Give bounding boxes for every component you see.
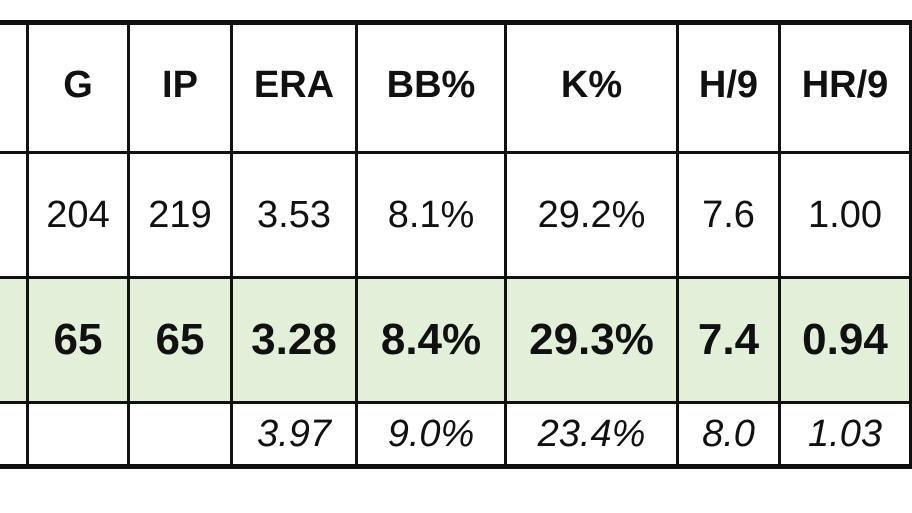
career-cell-h9: 7.6 xyxy=(676,151,781,279)
league-average-row: 3.97 9.0% 23.4% 8.0 1.03 xyxy=(0,401,912,469)
career-cell-bb-pct: 8.1% xyxy=(355,151,507,279)
season-cell-era: 3.28 xyxy=(230,276,358,404)
season-row: 65 65 3.28 8.4% 29.3% 7.4 0.94 xyxy=(0,276,912,404)
header-cell-k-pct: K% xyxy=(504,20,679,154)
header-cell-g: G xyxy=(26,20,130,154)
league-cell-blank-right xyxy=(909,401,912,469)
career-row: 204 219 3.53 8.1% 29.2% 7.6 1.00 xyxy=(0,151,912,279)
header-row: G IP ERA BB% K% H/9 HR/9 xyxy=(0,20,912,154)
career-cell-k-pct: 29.2% xyxy=(504,151,679,279)
pitching-stats-table: G IP ERA BB% K% H/9 HR/9 204 219 3.53 8.… xyxy=(0,20,912,469)
season-cell-ip: 65 xyxy=(127,276,233,404)
career-cell-g: 204 xyxy=(26,151,130,279)
league-cell-era: 3.97 xyxy=(230,401,358,469)
league-cell-bb-pct: 9.0% xyxy=(355,401,507,469)
league-cell-blank-left xyxy=(0,401,29,469)
header-cell-h9: H/9 xyxy=(676,20,781,154)
career-cell-blank-right xyxy=(909,151,912,279)
header-cell-bb-pct: BB% xyxy=(355,20,507,154)
season-cell-bb-pct: 8.4% xyxy=(355,276,507,404)
season-cell-blank-left xyxy=(0,276,29,404)
league-cell-g xyxy=(26,401,130,469)
season-cell-hr9: 0.94 xyxy=(778,276,912,404)
header-cell-blank-left xyxy=(0,20,29,154)
season-cell-k-pct: 29.3% xyxy=(504,276,679,404)
header-cell-hr9: HR/9 xyxy=(778,20,912,154)
header-cell-era: ERA xyxy=(230,20,358,154)
career-cell-ip: 219 xyxy=(127,151,233,279)
career-cell-era: 3.53 xyxy=(230,151,358,279)
league-cell-k-pct: 23.4% xyxy=(504,401,679,469)
league-cell-hr9: 1.03 xyxy=(778,401,912,469)
league-cell-h9: 8.0 xyxy=(676,401,781,469)
career-cell-blank-left xyxy=(0,151,29,279)
season-cell-blank-right xyxy=(909,276,912,404)
header-cell-blank-right xyxy=(909,20,912,154)
header-cell-ip: IP xyxy=(127,20,233,154)
career-cell-hr9: 1.00 xyxy=(778,151,912,279)
season-cell-h9: 7.4 xyxy=(676,276,781,404)
season-cell-g: 65 xyxy=(26,276,130,404)
league-cell-ip xyxy=(127,401,233,469)
